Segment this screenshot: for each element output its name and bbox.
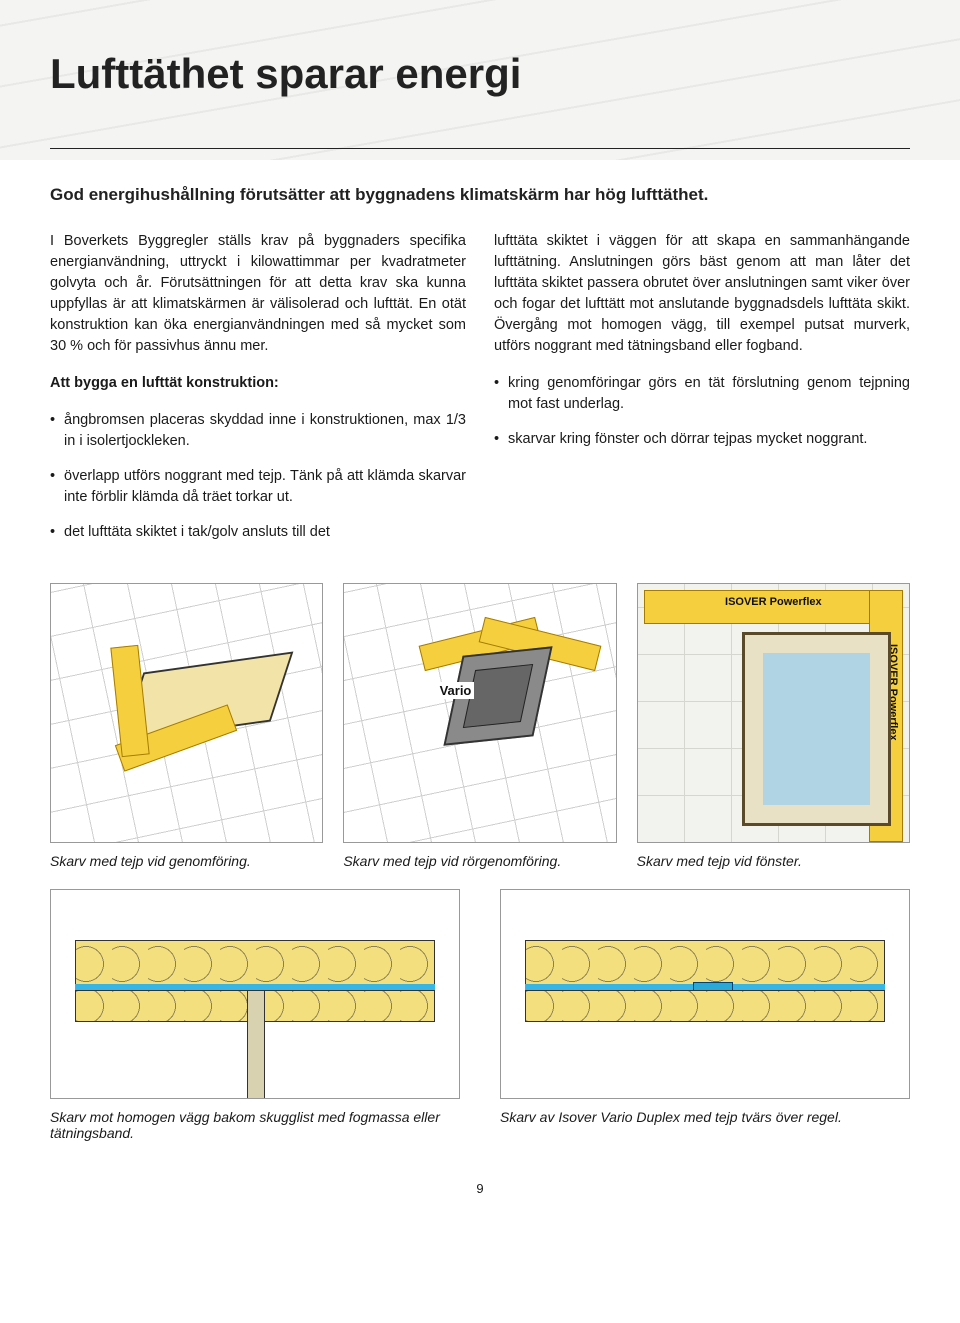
- left-bullet-3: det lufttäta skiktet i tak/golv ansluts …: [50, 522, 466, 543]
- caption-3: Skarv med tejp vid fönster.: [637, 853, 910, 869]
- vario-label: Vario: [437, 682, 475, 699]
- title-rule: [50, 148, 910, 149]
- left-column: I Boverkets Byggregler ställs krav på by…: [50, 231, 466, 557]
- figure-2: Vario: [343, 583, 616, 843]
- left-bullet-1: ångbromsen placeras skyddad inne i konst…: [50, 410, 466, 452]
- figure-row-1: Skarv med tejp vid genomföring. Vario Sk…: [50, 583, 910, 869]
- figure-row-2: Skarv mot homogen vägg bakom skugglist m…: [50, 889, 910, 1141]
- figure-4: [50, 889, 460, 1099]
- figure-3: ISOVER Powerflex ISOVER Powerflex: [637, 583, 910, 843]
- left-bullet-2: överlapp utförs noggrant med tejp. Tänk …: [50, 466, 466, 508]
- right-paragraph-1: lufttäta skiktet i väggen för att skapa …: [494, 231, 910, 357]
- body-columns: I Boverkets Byggregler ställs krav på by…: [50, 231, 910, 557]
- caption-2: Skarv med tejp vid rörgenomföring.: [343, 853, 616, 869]
- caption-5: Skarv av Isover Vario Duplex med tejp tv…: [500, 1109, 910, 1125]
- page-title: Lufttäthet sparar energi: [50, 50, 910, 98]
- left-paragraph-1: I Boverkets Byggregler ställs krav på by…: [50, 231, 466, 357]
- left-subhead: Att bygga en lufttät konstruktion:: [50, 373, 466, 394]
- figure-5: [500, 889, 910, 1099]
- intro-text: God energihushållning förutsätter att by…: [50, 185, 910, 205]
- page-number: 9: [50, 1181, 910, 1196]
- right-bullet-1: kring genomföringar görs en tät förslutn…: [494, 373, 910, 415]
- powerflex-top-label: ISOVER Powerflex: [725, 596, 822, 608]
- caption-4: Skarv mot homogen vägg bakom skugglist m…: [50, 1109, 460, 1141]
- right-column: lufttäta skiktet i väggen för att skapa …: [494, 231, 910, 557]
- caption-1: Skarv med tejp vid genomföring.: [50, 853, 323, 869]
- figure-1: [50, 583, 323, 843]
- right-bullet-2: skarvar kring fönster och dörrar tejpas …: [494, 429, 910, 450]
